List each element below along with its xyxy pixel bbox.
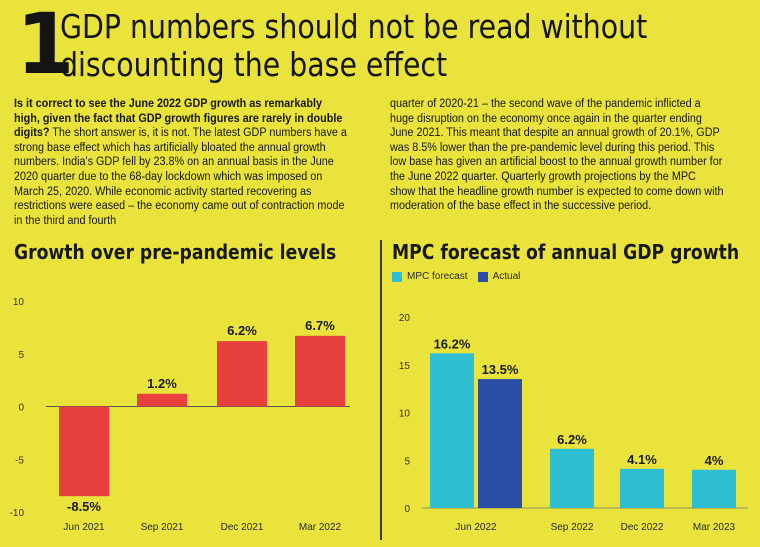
bar-mpc-forecast <box>550 448 594 508</box>
legend-swatch-forecast <box>392 271 402 282</box>
bar <box>217 341 267 407</box>
y-tick-label: 10 <box>399 409 411 420</box>
article-text-2: quarter of 2020-21 – the second wave of … <box>390 98 724 213</box>
headline-title: GDP numbers should not be read without d… <box>60 8 662 84</box>
y-tick-label: 0 <box>18 403 24 414</box>
bar-value-label: 4% <box>705 453 724 468</box>
headline-line-1: GDP numbers should not be read without <box>60 7 648 46</box>
x-tick-label: Dec 2021 <box>221 522 264 533</box>
x-tick-label: Dec 2022 <box>621 522 664 533</box>
bar-value-label: 6.2% <box>557 432 587 447</box>
x-tick-label: Jun 2022 <box>455 522 497 533</box>
column-divider <box>380 240 382 540</box>
article-text-1: The short answer is, it is not. The late… <box>14 127 347 227</box>
bar <box>295 335 345 407</box>
bar-value-label: 4.1% <box>627 452 657 467</box>
y-tick-label: -10 <box>10 508 25 519</box>
x-tick-label: Mar 2023 <box>693 522 736 533</box>
chart-title-mpc: MPC forecast of annual GDP growth <box>392 240 740 264</box>
bar-value-label: 16.2% <box>434 336 471 351</box>
y-tick-label: 5 <box>18 350 24 361</box>
legend-label-forecast: MPC forecast <box>407 271 468 282</box>
y-tick-label: 0 <box>404 504 410 515</box>
y-tick-label: 10 <box>13 297 25 308</box>
y-tick-label: 20 <box>399 313 411 324</box>
bar-mpc-forecast <box>692 469 736 508</box>
legend-item-actual: Actual <box>477 271 521 282</box>
bar-mpc-forecast <box>620 468 664 508</box>
bar-value-label: 1.2% <box>147 376 177 391</box>
chart-title-growth: Growth over pre-pandemic levels <box>14 240 337 264</box>
mpc-forecast-chart: 20 15 10 5 0 16.2% 6.2% 4.1% 4% 13.5% Jun 2022 Sep … <box>399 313 748 533</box>
y-tick-label: 15 <box>399 361 411 372</box>
bar <box>137 393 187 407</box>
x-tick-label: Mar 2022 <box>299 522 342 533</box>
bar-value-label: 13.5% <box>482 362 519 377</box>
x-tick-label: Jun 2021 <box>63 522 105 533</box>
article-column-left: Is it correct to see the June 2022 GDP g… <box>14 97 348 228</box>
legend-item-forecast: MPC forecast <box>392 271 468 282</box>
bar-value-label: -8.5% <box>67 499 101 514</box>
legend-swatch-actual <box>477 271 488 282</box>
chart-legend: MPC forecast Actual <box>392 271 520 282</box>
x-tick-label: Sep 2021 <box>141 522 184 533</box>
article-question: Is it correct to see the June 2022 GDP g… <box>14 98 343 140</box>
bar-actual <box>478 379 522 508</box>
headline: 1 GDP numbers should not be read without… <box>14 0 754 92</box>
legend-label-actual: Actual <box>492 271 521 282</box>
bar <box>59 406 109 497</box>
y-tick-label: -5 <box>15 455 24 466</box>
growth-chart: 10 5 0 -5 -10 -8.5% Jun 2021 1.2% Sep 2021 6.2% De… <box>10 297 350 533</box>
y-tick-label: 5 <box>404 456 410 467</box>
bar-value-label: 6.7% <box>305 318 335 333</box>
headline-line-2: discounting the base effect <box>60 45 448 84</box>
x-tick-label: Sep 2022 <box>551 522 594 533</box>
bar-mpc-forecast <box>430 353 474 508</box>
article-column-right: quarter of 2020-21 – the second wave of … <box>390 97 724 214</box>
story-number: 1 <box>16 0 75 93</box>
bar-value-label: 6.2% <box>227 323 257 338</box>
